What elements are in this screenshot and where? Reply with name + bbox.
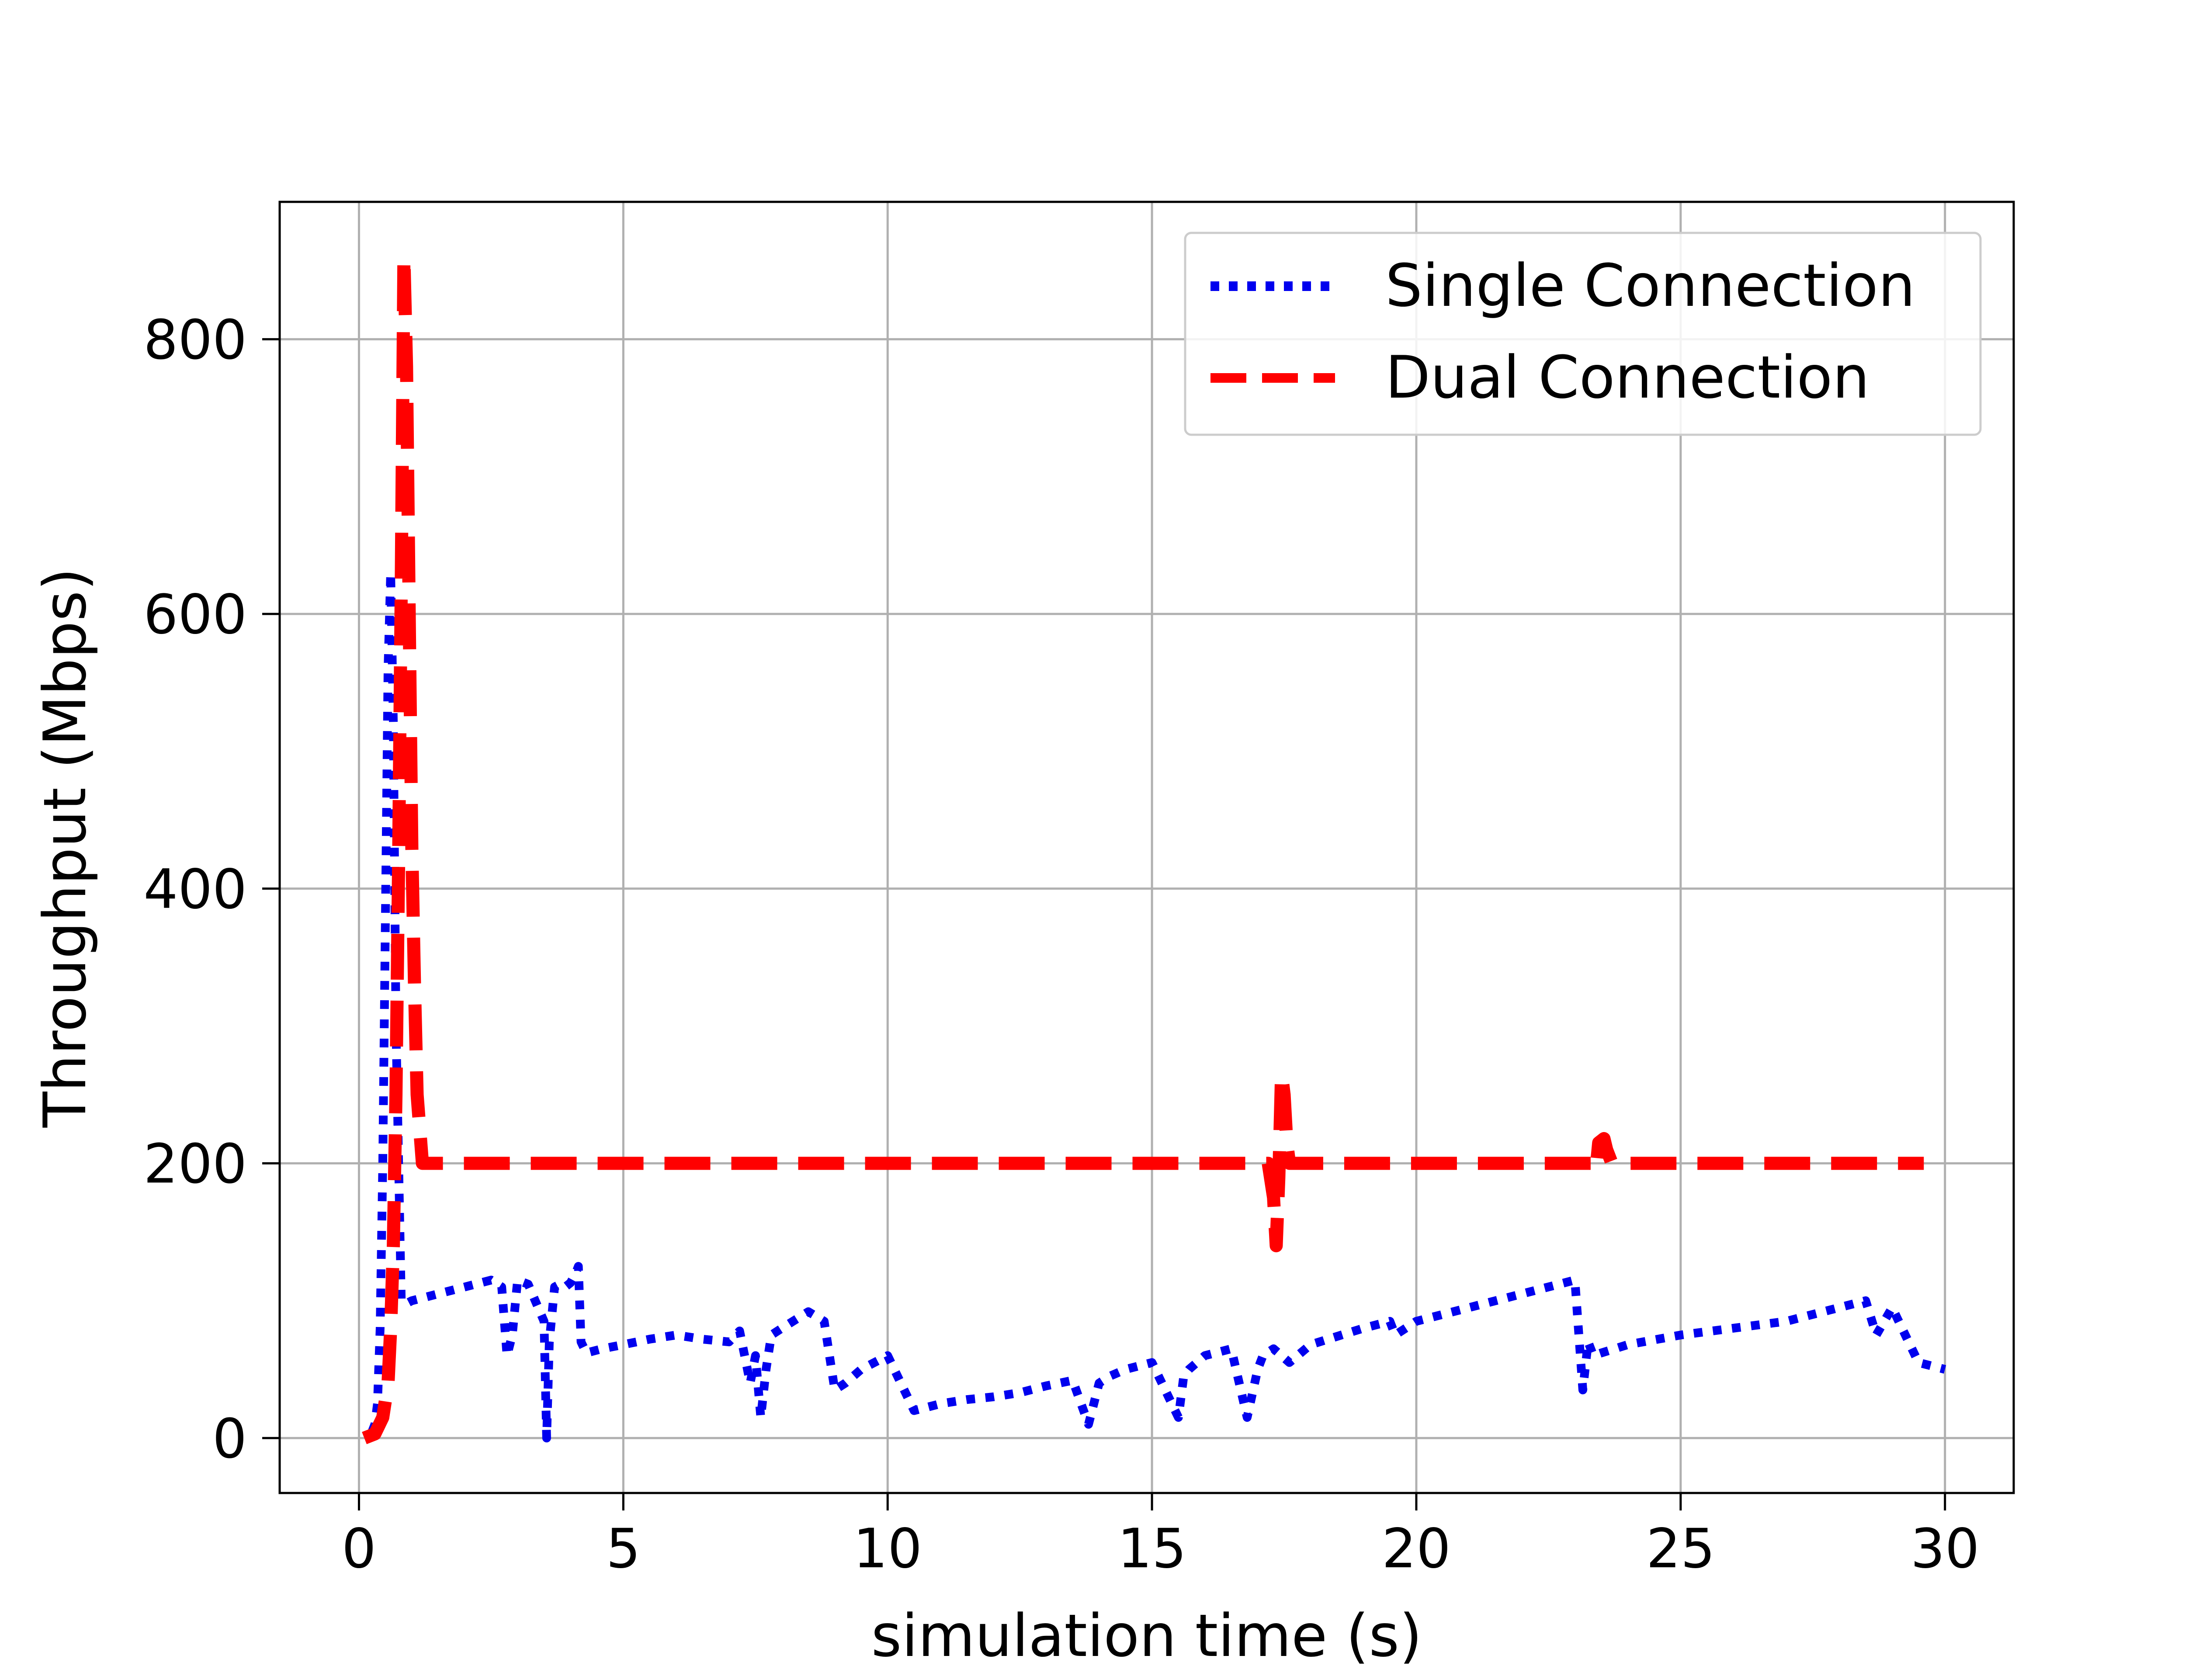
y-tick-label: 800 bbox=[143, 308, 247, 371]
y-tick-label: 600 bbox=[143, 583, 247, 646]
series-lines bbox=[362, 250, 1946, 1444]
x-tick-label: 25 bbox=[1646, 1517, 1715, 1580]
legend-label-single-connection: Single Connection bbox=[1385, 252, 1915, 320]
y-axis-label: Throughput (Mbps) bbox=[31, 568, 99, 1128]
x-tick-label: 0 bbox=[342, 1517, 376, 1580]
y-tick-label: 200 bbox=[143, 1133, 247, 1196]
x-tick-label: 10 bbox=[853, 1517, 922, 1580]
plot-frame bbox=[278, 201, 2015, 1494]
x-tick-label: 30 bbox=[1911, 1517, 1980, 1580]
x-tick-label: 5 bbox=[606, 1517, 641, 1580]
y-tick-label: 0 bbox=[212, 1407, 247, 1470]
series-line-dual-connection bbox=[362, 250, 1924, 1444]
x-axis-label: simulation time (s) bbox=[871, 1602, 1422, 1670]
x-tick-label: 20 bbox=[1382, 1517, 1451, 1580]
x-tick-label: 15 bbox=[1117, 1517, 1186, 1580]
y-tick-label: 400 bbox=[143, 858, 247, 921]
legend-label-dual-connection: Dual Connection bbox=[1385, 343, 1869, 412]
legend-box bbox=[1184, 232, 1982, 436]
legend: Single Connection Dual Connection bbox=[1184, 232, 1982, 436]
axis-ticks: 0 5 10 15 20 25 30 0 200 400 600 800 bbox=[143, 308, 1979, 1580]
